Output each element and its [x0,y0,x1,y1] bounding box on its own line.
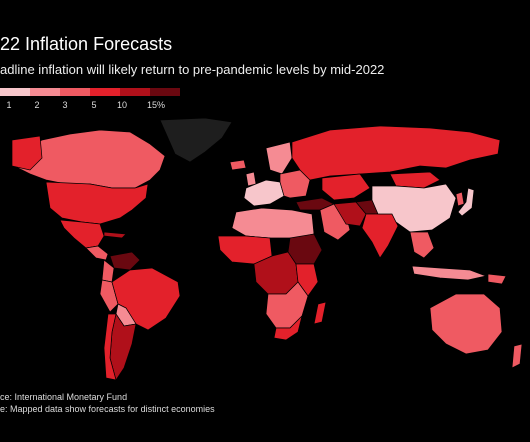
country-venezuela [109,251,141,271]
chart-subtitle: adline inflation will likely return to p… [0,62,385,77]
legend-tick-4: 5 [91,100,97,110]
country-mexico [59,219,105,249]
country-united-states [45,181,149,225]
legend-tick-5: 10 [116,100,128,110]
country-south-africa [273,314,303,341]
legend-tick-6: 15% [146,100,166,110]
country-canada [11,129,166,189]
legend-swatch-5 [120,88,150,96]
country-china [371,183,457,233]
country-papua-new-guinea [487,273,507,285]
legend-swatch-3 [60,88,90,96]
country-united-kingdom [245,171,257,187]
data-note: e: Mapped data show forecasts for distin… [0,404,215,414]
legend-tick-2: 2 [34,100,40,110]
legend-swatches [0,88,180,96]
country-japan [457,187,475,217]
country-mongolia [389,171,441,189]
legend: 1 2 3 5 10 15% [0,88,180,112]
country-east-africa [295,263,319,297]
country-brazil [111,267,181,331]
legend-swatch-1 [0,88,30,96]
chart-title: 22 Inflation Forecasts [0,34,173,54]
country-madagascar [313,301,327,325]
country-india [361,213,399,259]
country-scandinavia [265,141,293,175]
legend-swatch-4 [90,88,120,96]
country-new-zealand [511,343,523,369]
country-russia [291,125,501,181]
country-korea [455,191,465,207]
legend-swatch-2 [30,88,60,96]
country-western-europe [243,179,285,207]
country-greenland [159,118,233,163]
world-choropleth-map [11,118,523,381]
country-north-africa [231,207,315,239]
country-southeast-asia [409,231,435,259]
country-alaska [11,135,43,171]
country-caribbean [103,231,127,239]
country-central-america [85,245,109,261]
legend-tick-1: 1 [6,100,12,110]
legend-swatch-6 [150,88,180,96]
country-australia [429,293,503,355]
country-iceland [229,159,247,171]
legend-tick-3: 3 [62,100,68,110]
country-kazakhstan [321,173,371,201]
source-note: ce: International Monetary Fund [0,392,128,402]
country-chile [103,313,117,381]
country-indonesia [411,265,488,281]
